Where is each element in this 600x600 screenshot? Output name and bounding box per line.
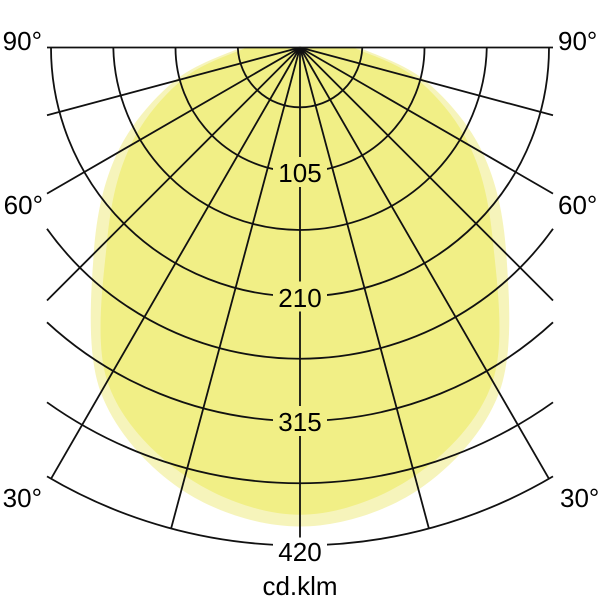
ring-label-105: 105 [278,158,321,188]
ring-label-315: 315 [278,407,321,437]
labels: 90° 90° 60° 60° 30° 30° 105 210 315 420 … [3,26,600,600]
angle-label-left-90: 90° [3,26,42,56]
label-knockouts [273,157,327,568]
angle-label-right-30: 30° [560,483,599,513]
angle-label-left-60: 60° [4,190,43,220]
angle-label-left-30: 30° [3,483,42,513]
ring-label-210: 210 [278,283,321,313]
angle-label-right-60: 60° [558,190,597,220]
ring-label-420: 420 [278,537,321,567]
unit-label: cd.klm [262,571,337,600]
polar-grid [46,46,554,547]
angle-label-right-90: 90° [558,26,597,56]
